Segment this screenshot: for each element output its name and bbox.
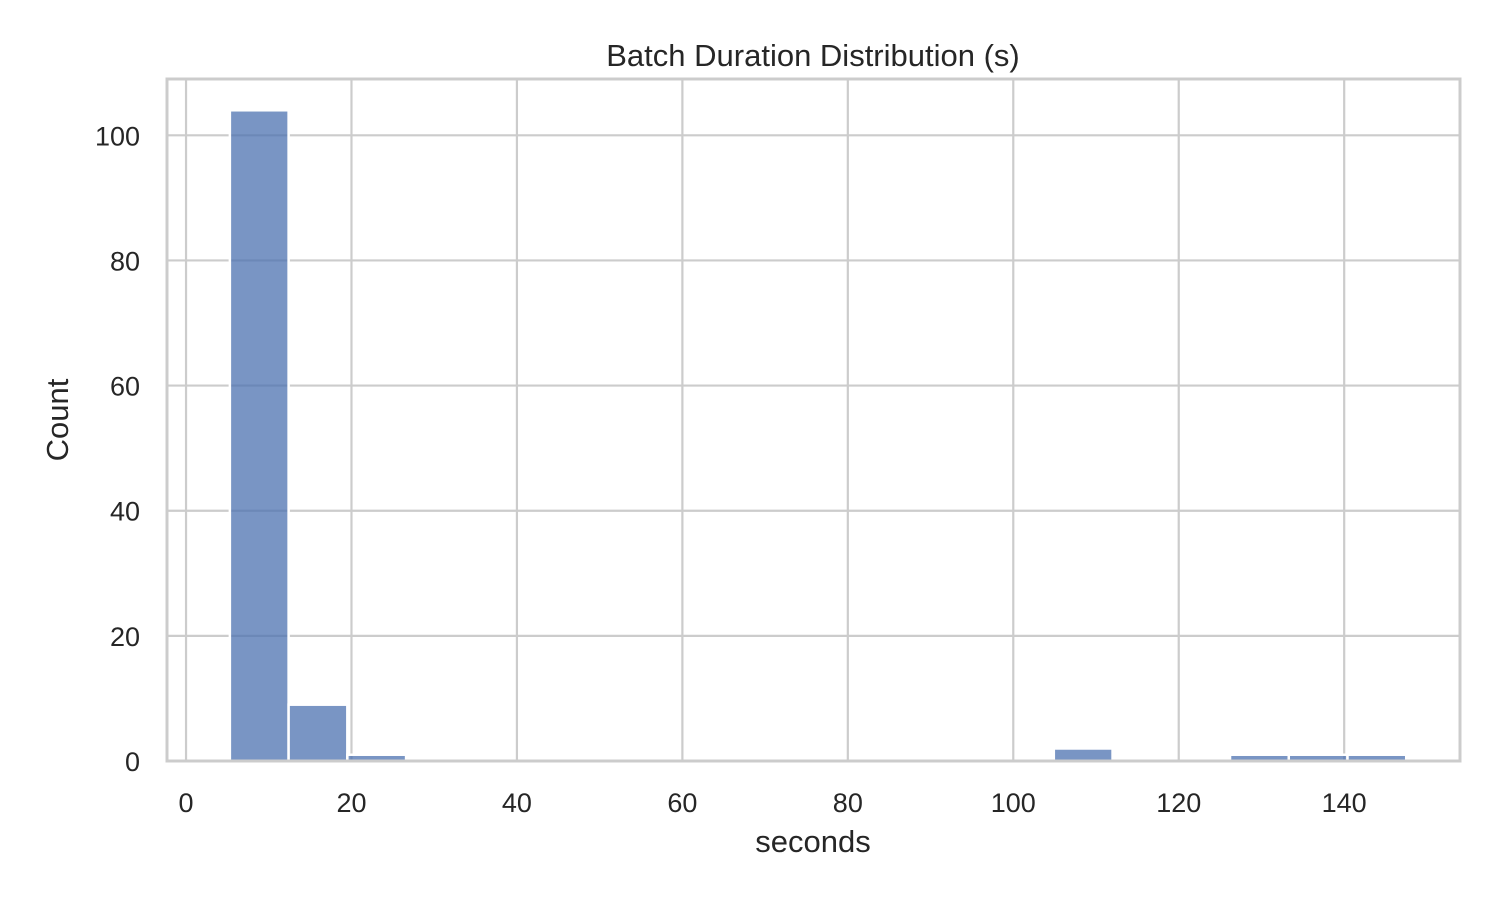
y-tick-label: 20 <box>110 622 140 652</box>
plot-frame <box>165 77 1462 763</box>
y-tick-label: 0 <box>125 747 140 777</box>
x-tick-label: 60 <box>667 788 697 818</box>
bars <box>228 109 1408 763</box>
histogram-bar <box>287 703 349 763</box>
y-tick-label: 40 <box>110 497 140 527</box>
x-tick-label: 120 <box>1156 788 1201 818</box>
y-tick-label: 100 <box>95 121 140 151</box>
x-tick-label: 0 <box>179 788 194 818</box>
histogram-bar <box>1052 747 1114 763</box>
chart-title: Batch Duration Distribution (s) <box>606 38 1020 73</box>
y-axis-label: Count <box>40 378 75 461</box>
y-tick-label: 60 <box>110 372 140 402</box>
x-tick-label: 80 <box>833 788 863 818</box>
x-tick-label: 140 <box>1322 788 1367 818</box>
grid <box>167 79 1460 763</box>
y-tick-label: 80 <box>110 246 140 276</box>
tick-labels: 0 20 40 60 80 100 120 140 0 20 40 60 80 100 <box>95 121 1367 818</box>
x-tick-label: 100 <box>991 788 1036 818</box>
histogram-bar <box>228 109 290 763</box>
x-tick-label: 20 <box>336 788 366 818</box>
x-tick-label: 40 <box>502 788 532 818</box>
x-axis-label: seconds <box>755 824 870 859</box>
